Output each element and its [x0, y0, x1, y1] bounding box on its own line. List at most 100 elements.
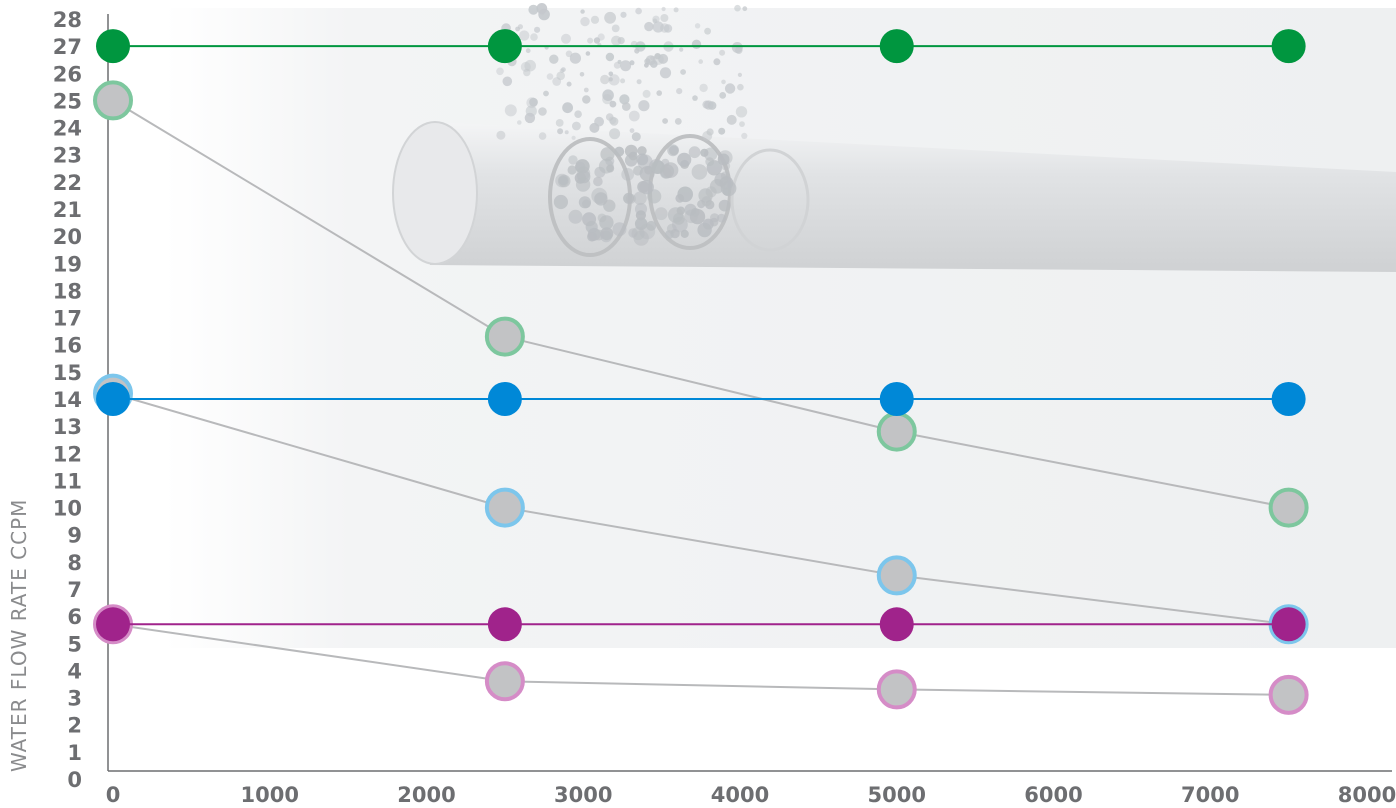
bead-icon [538, 132, 547, 140]
bead-icon [734, 4, 741, 12]
bead-icon [623, 192, 635, 204]
bead-icon [608, 74, 620, 86]
y-tick-label: 5 [67, 632, 82, 656]
bead-icon [637, 146, 647, 156]
bead-icon [602, 89, 614, 101]
y-tick-label: 14 [53, 388, 82, 412]
data-point [96, 29, 130, 64]
x-tick-label: 3000 [554, 783, 612, 807]
bead-icon [691, 39, 702, 49]
data-point [96, 607, 130, 642]
tube-end-cap [392, 121, 478, 265]
bead-icon [684, 203, 697, 216]
bead-icon [620, 60, 632, 72]
y-tick-label: 10 [53, 497, 82, 521]
y-tick-label: 7 [67, 578, 82, 602]
bead-icon [631, 226, 645, 241]
y-tick-label: 1 [67, 741, 82, 765]
bead-icon [704, 27, 711, 35]
x-tick-label: 6000 [1024, 783, 1082, 807]
x-tick-label: 1000 [241, 783, 299, 807]
bead-icon [726, 114, 737, 125]
bead-icon [569, 52, 582, 64]
bead-icon [587, 227, 601, 241]
x-tick-label: 0 [106, 783, 121, 807]
y-tick-label: 13 [53, 415, 82, 439]
bead-icon [660, 14, 669, 22]
bead-icon [635, 7, 642, 15]
bead-icon [593, 176, 603, 187]
bead-icon [646, 220, 657, 231]
bead-icon [679, 47, 684, 52]
bead-icon [676, 88, 683, 95]
bead-icon [575, 159, 590, 174]
tube-window [730, 148, 810, 252]
bead-icon [517, 120, 522, 125]
bead-icon [579, 72, 585, 77]
data-point [876, 411, 917, 452]
bead-icon [692, 95, 698, 101]
x-tick-label: 7000 [1181, 783, 1239, 807]
bead-icon [515, 26, 520, 32]
bead-icon [575, 177, 591, 192]
bead-icon [717, 153, 730, 166]
bead-icon [568, 209, 583, 224]
series-2 [96, 382, 1306, 416]
bead-icon [553, 194, 569, 210]
bead-icon [528, 4, 539, 15]
bead-icon [638, 100, 650, 112]
bead-icon [536, 2, 548, 14]
y-tick-label: 8 [67, 551, 82, 575]
bead-icon [552, 77, 562, 86]
y-tick-label: 23 [53, 144, 82, 168]
data-point [1271, 382, 1306, 416]
bead-icon [735, 106, 748, 118]
bead-icon [731, 42, 743, 53]
bead-icon [624, 144, 638, 158]
bead-icon [662, 118, 668, 124]
bead-icon [620, 78, 626, 84]
bead-icon [698, 59, 703, 64]
bead-icon [742, 6, 748, 12]
x-tick-label: 4000 [711, 783, 769, 807]
bead-icon [694, 23, 701, 29]
x-tick-label: 2000 [397, 783, 455, 807]
bead-icon [636, 153, 649, 166]
bead-icon [523, 68, 531, 77]
y-tick-label: 15 [53, 361, 82, 385]
bead-icon [705, 157, 715, 167]
bead-icon [594, 116, 604, 127]
bead-icon [631, 132, 641, 142]
bead-icon [564, 130, 569, 135]
bead-icon [620, 11, 627, 18]
data-point [487, 29, 522, 64]
bead-icon [524, 59, 536, 72]
data-point [1271, 607, 1306, 642]
data-point [1271, 29, 1306, 64]
bead-icon [619, 94, 630, 105]
data-point [487, 382, 522, 416]
y-axis-label: WATER FLOW RATE CCPM [7, 499, 31, 772]
y-tick-label: 25 [53, 89, 82, 113]
y-tick-label: 6 [67, 605, 82, 629]
bead-icon [558, 176, 568, 186]
bead-icon [634, 202, 648, 216]
bead-icon [600, 147, 615, 162]
bead-icon [628, 110, 640, 122]
data-point [484, 487, 525, 528]
y-tick-label: 11 [53, 469, 82, 493]
bead-icon [656, 90, 662, 96]
background-illustration [165, 2, 1396, 648]
bead-icon [534, 26, 541, 33]
y-tick-label: 3 [67, 687, 82, 711]
bead-icon [555, 119, 564, 127]
bead-icon [567, 165, 577, 175]
bead-icon [650, 60, 658, 68]
bead-icon [519, 30, 530, 41]
data-point [484, 661, 525, 702]
bead-icon [574, 110, 582, 118]
bead-icon [600, 74, 610, 85]
x-tick-labels: 0 1000 2000 3000 4000 5000 6000 7000 8000 [106, 783, 1396, 807]
series-0 [96, 29, 1306, 64]
